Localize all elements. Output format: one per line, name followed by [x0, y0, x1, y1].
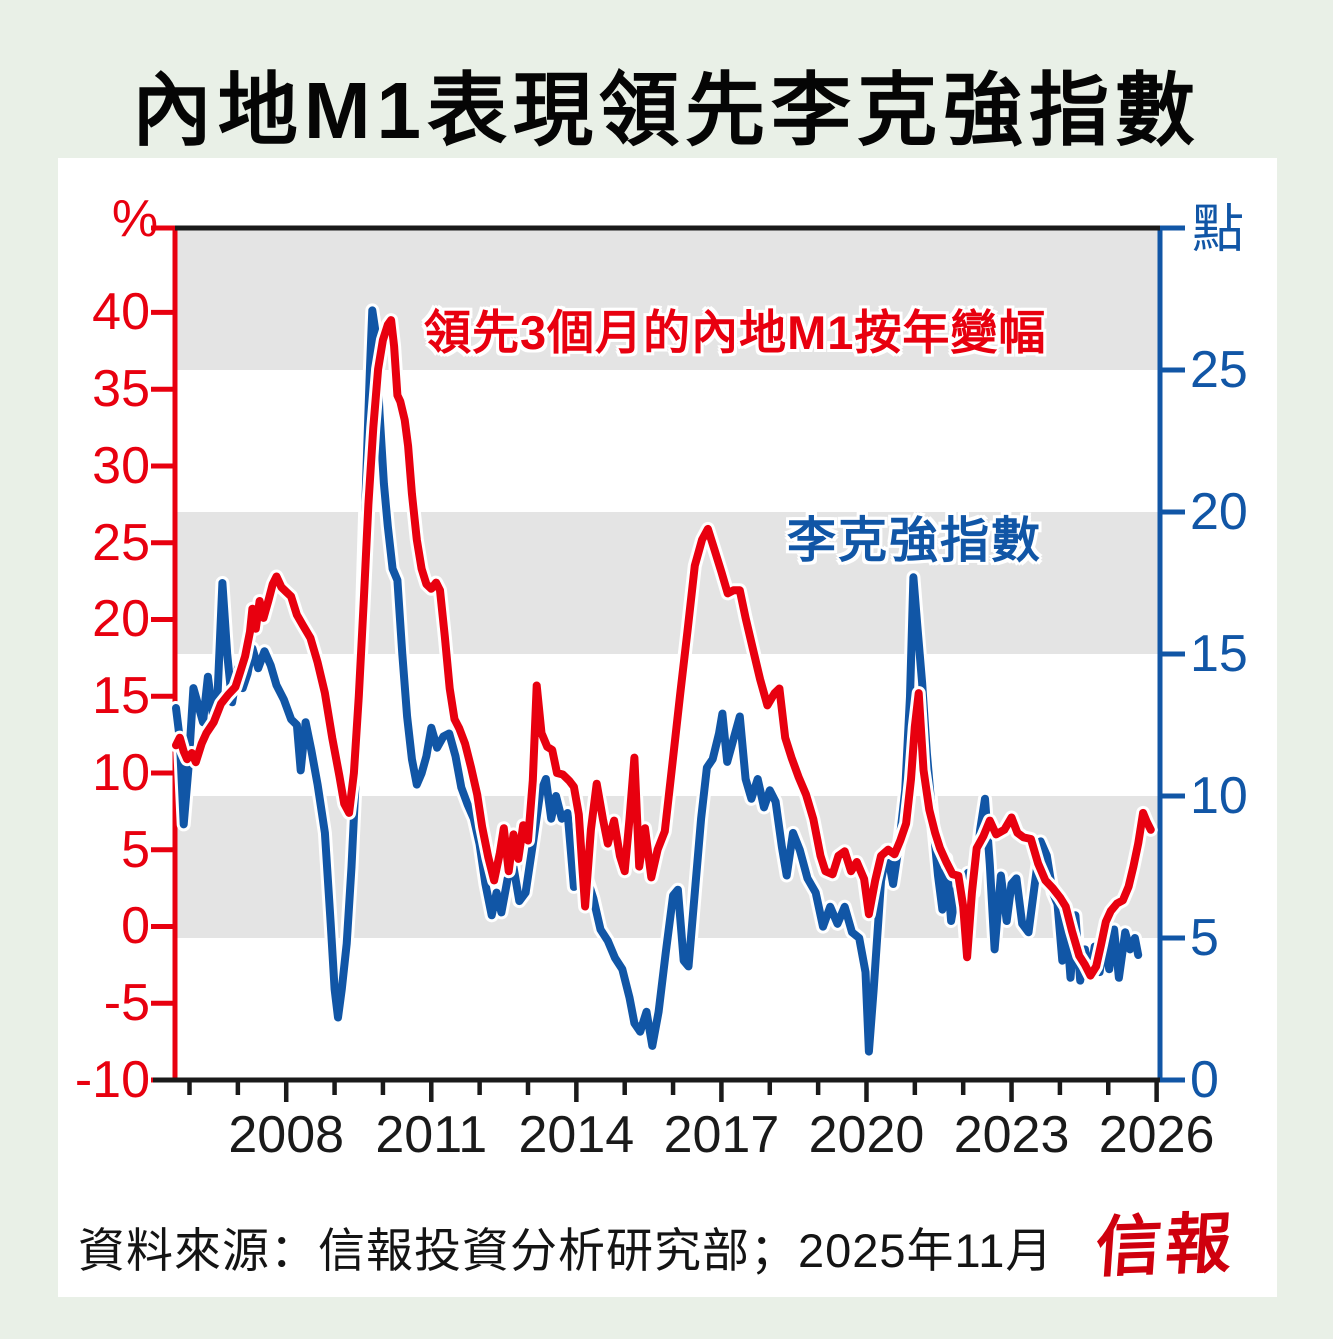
publisher-logo: 信報: [1093, 1207, 1239, 1286]
page-title: 內地M1表現領先李克強指數: [131, 66, 1202, 155]
plot-band: [175, 512, 1160, 654]
series-m1-line: [172, 316, 1155, 980]
series-likeqiang-line: [172, 306, 1143, 1056]
plot-band: [175, 228, 1160, 370]
source-note: 資料來源：信報投資分析研究部；2025年11月: [78, 1224, 1054, 1277]
